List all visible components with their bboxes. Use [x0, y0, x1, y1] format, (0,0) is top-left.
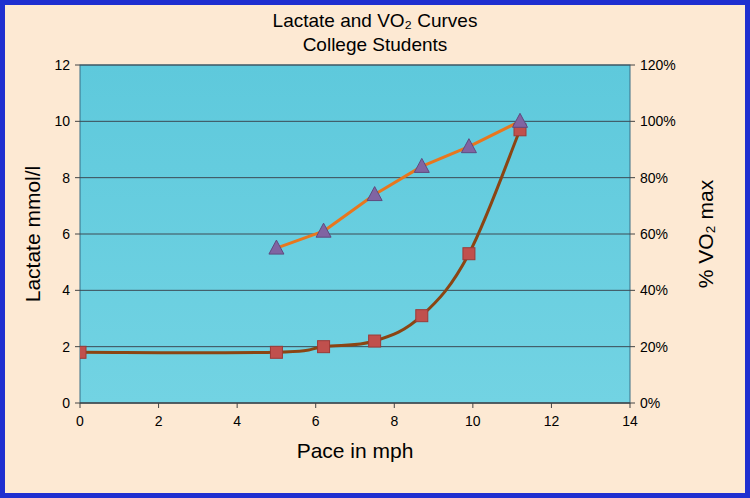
- x-tick: [394, 403, 395, 408]
- x-tick-label: 12: [544, 413, 560, 429]
- y2-tick-label: 100%: [640, 113, 676, 129]
- y-axis-label: Lactate mmol/l: [21, 166, 44, 303]
- series-group: [80, 113, 528, 358]
- chart: 0246810120%20%40%60%80%100%120%024681012…: [0, 0, 750, 498]
- x-tick: [472, 403, 473, 408]
- subtitle: College Students: [303, 34, 448, 55]
- x-tick: [315, 403, 316, 408]
- grid-line: [80, 65, 630, 66]
- y2-tick: [630, 177, 635, 178]
- y-tick-label: 12: [54, 57, 70, 73]
- data-point: [367, 187, 382, 201]
- data-point: [463, 248, 475, 260]
- grid-line: [80, 177, 630, 178]
- y2-tick: [630, 290, 635, 291]
- x-tick: [237, 403, 238, 408]
- y-tick-label: 8: [62, 170, 70, 186]
- y2-tick-label: 120%: [640, 57, 676, 73]
- y2-tick: [630, 346, 635, 347]
- x-tick: [80, 403, 81, 408]
- data-point: [316, 223, 331, 237]
- background: [0, 0, 750, 498]
- grid-line: [80, 121, 630, 122]
- x-tick-label: 0: [76, 413, 84, 429]
- x-axis-label: Pace in mph: [297, 439, 414, 462]
- y-tick: [75, 65, 80, 66]
- grid-line: [80, 403, 630, 404]
- y2-axis-label: % VO₂ max: [694, 179, 717, 288]
- data-point: [369, 335, 381, 347]
- y-tick: [75, 177, 80, 178]
- y2-tick-label: 40%: [640, 282, 668, 298]
- y-tick-label: 6: [62, 226, 70, 242]
- y2-tick: [630, 121, 635, 122]
- grid-line: [80, 290, 630, 291]
- plot-area: [80, 65, 630, 403]
- x-tick-label: 8: [390, 413, 398, 429]
- data-point: [269, 240, 284, 254]
- data-point: [80, 346, 86, 358]
- y2-tick: [630, 234, 635, 235]
- data-point: [318, 341, 330, 353]
- grid-line: [80, 346, 630, 347]
- frame: [3, 3, 748, 496]
- y-tick: [75, 403, 80, 404]
- y2-tick-label: 80%: [640, 170, 668, 186]
- x-tick-label: 4: [233, 413, 241, 429]
- title: Lactate and VO₂ Curves: [273, 10, 478, 31]
- data-point: [270, 346, 282, 358]
- y-tick: [75, 346, 80, 347]
- y-tick: [75, 121, 80, 122]
- data-point: [513, 113, 528, 127]
- x-tick-label: 10: [465, 413, 481, 429]
- y-tick-label: 0: [62, 395, 70, 411]
- x-tick-label: 6: [312, 413, 320, 429]
- y-tick-label: 10: [54, 113, 70, 129]
- x-tick-label: 2: [155, 413, 163, 429]
- data-point: [461, 139, 476, 153]
- y2-tick-label: 60%: [640, 226, 668, 242]
- grid-line: [80, 234, 630, 235]
- y2-tick-label: 0%: [640, 395, 660, 411]
- y-tick: [75, 290, 80, 291]
- series-line: [276, 121, 520, 248]
- x-tick: [158, 403, 159, 408]
- x-axis: [80, 403, 630, 404]
- y-tick-label: 2: [62, 339, 70, 355]
- x-tick-label: 14: [622, 413, 638, 429]
- y2-tick-label: 20%: [640, 339, 668, 355]
- x-tick: [630, 403, 631, 408]
- y2-tick: [630, 403, 635, 404]
- y2-tick: [630, 65, 635, 66]
- data-point: [416, 310, 428, 322]
- data-point: [414, 158, 429, 172]
- series-line: [80, 130, 520, 353]
- x-tick: [551, 403, 552, 408]
- y-tick-label: 4: [62, 282, 70, 298]
- y-tick: [75, 234, 80, 235]
